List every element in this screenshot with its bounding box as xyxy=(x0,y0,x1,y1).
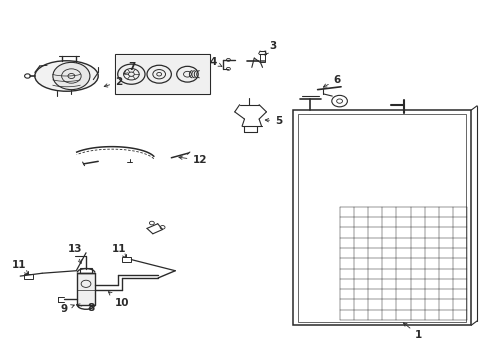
Text: 4: 4 xyxy=(209,57,222,67)
Text: 5: 5 xyxy=(264,116,282,126)
Text: 9: 9 xyxy=(61,304,74,314)
Text: 1: 1 xyxy=(403,323,421,340)
Bar xyxy=(122,257,131,262)
Text: 8: 8 xyxy=(76,303,94,314)
Text: 6: 6 xyxy=(323,75,340,87)
Text: 3: 3 xyxy=(264,41,276,55)
Bar xyxy=(23,274,33,279)
Text: 7: 7 xyxy=(123,62,136,74)
Bar xyxy=(116,55,209,93)
Bar xyxy=(293,110,470,325)
Circle shape xyxy=(53,62,90,90)
Text: 12: 12 xyxy=(179,155,206,165)
Bar xyxy=(115,54,210,94)
Text: 2: 2 xyxy=(104,77,122,87)
Ellipse shape xyxy=(35,61,98,91)
Text: 10: 10 xyxy=(108,292,129,308)
Bar xyxy=(259,54,265,62)
Bar xyxy=(77,273,95,305)
Text: 11: 11 xyxy=(111,244,126,257)
Text: 11: 11 xyxy=(12,260,28,274)
Bar xyxy=(298,114,466,321)
Text: 13: 13 xyxy=(67,244,82,264)
Bar xyxy=(80,268,92,273)
